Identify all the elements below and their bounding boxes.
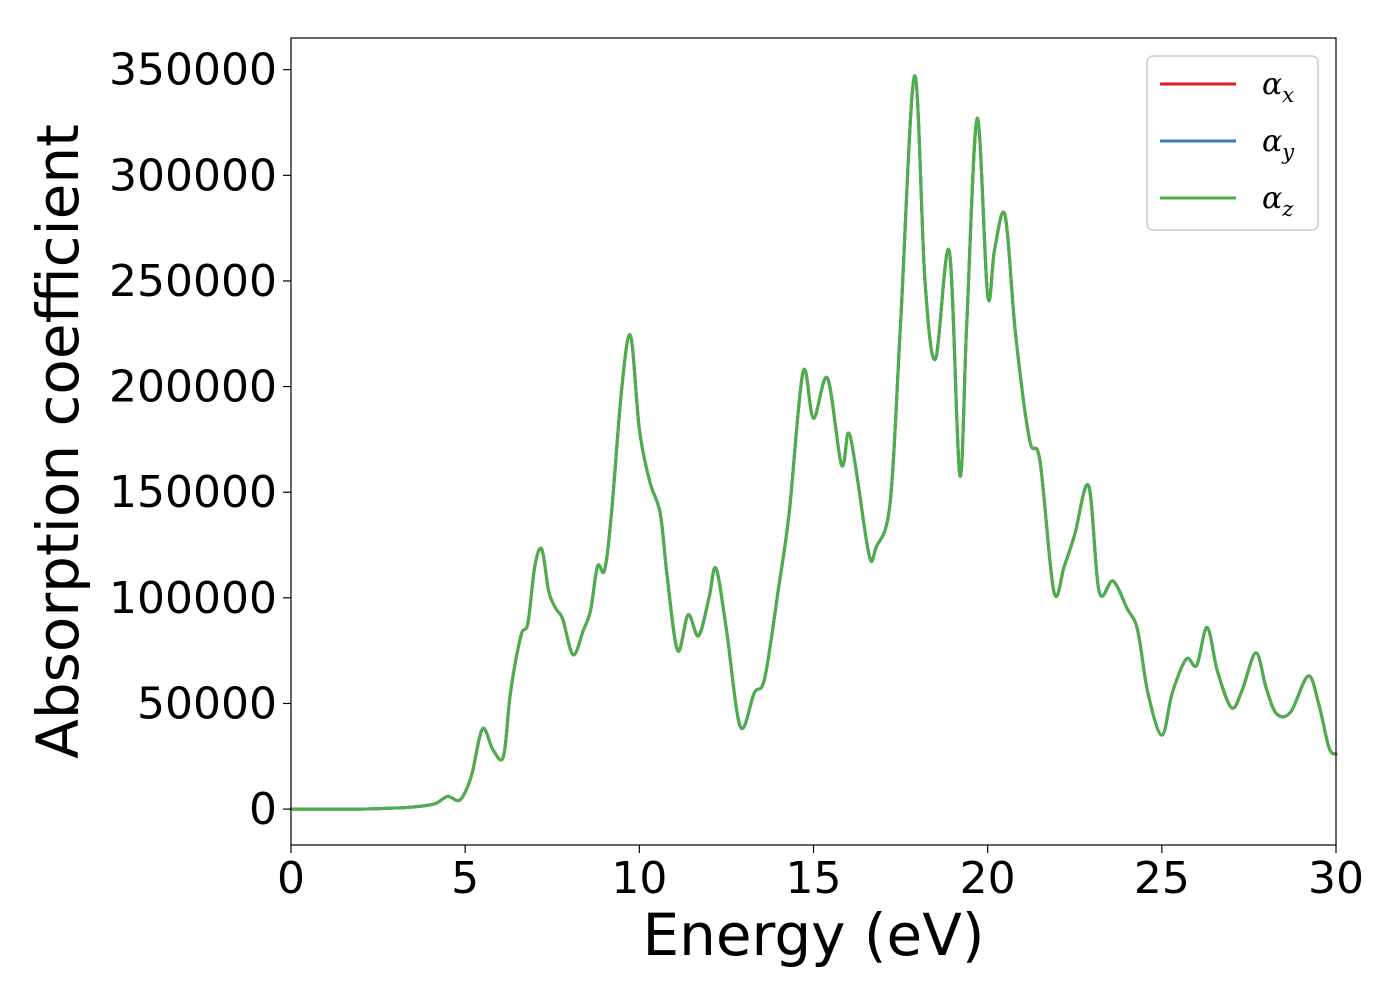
y-axis-label: Absorption coefficient [24, 124, 92, 759]
x-tick-label: 0 [277, 853, 305, 904]
legend-label: αx [1262, 67, 1294, 107]
y-tick-label: 150000 [109, 467, 277, 518]
y-tick-label: 250000 [109, 256, 277, 307]
y-tick-label: 100000 [109, 573, 277, 624]
x-tick-label: 30 [1308, 853, 1364, 904]
y-tick-label: 50000 [137, 678, 277, 729]
series-line-2 [289, 74, 1338, 811]
x-axis-label: Energy (eV) [642, 901, 984, 969]
y-tick-label: 300000 [109, 150, 277, 201]
x-tick-label: 25 [1134, 853, 1190, 904]
series-layer [289, 74, 1338, 811]
legend-label: αy [1262, 124, 1295, 164]
x-axis-ticks: 0 5 10 15 20 25 30 [277, 845, 1364, 904]
x-tick-label: 15 [786, 853, 842, 904]
x-tick-label: 10 [611, 853, 667, 904]
y-tick-label: 0 [249, 784, 277, 835]
x-tick-label: 5 [451, 853, 479, 904]
y-tick-label: 350000 [109, 45, 277, 96]
legend-label: αz [1262, 181, 1294, 221]
legend-box [1146, 55, 1319, 231]
legend: αx αy αz [1146, 55, 1319, 231]
x-tick-label: 20 [960, 853, 1016, 904]
y-tick-label: 200000 [109, 362, 277, 413]
y-axis-ticks: 0 50000 100000 150000 200000 250000 300000 3500… [109, 45, 291, 835]
